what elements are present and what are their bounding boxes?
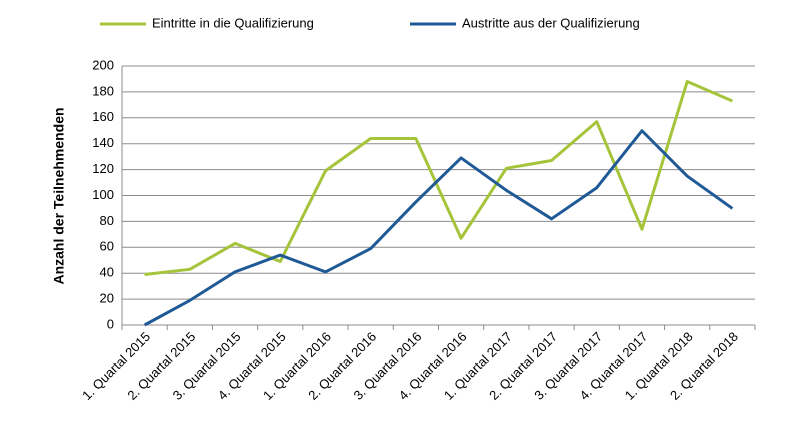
y-tick-label: 120 (92, 161, 114, 176)
y-tick-label: 20 (100, 291, 114, 306)
line-series (144, 80, 733, 276)
line-series (143, 129, 734, 327)
y-tick-label: 180 (92, 83, 114, 98)
y-tick-label: 80 (100, 213, 114, 228)
y-tick-label: 140 (92, 135, 114, 150)
y-tick-label: 200 (92, 57, 114, 72)
y-tick-label: 0 (107, 316, 114, 331)
y-tick-label: 60 (100, 239, 114, 254)
y-tick-label: 160 (92, 109, 114, 124)
y-tick-label: 100 (92, 187, 114, 202)
legend-label: Eintritte in die Qualifizierung (152, 15, 314, 30)
y-axis-title: Anzahl der Teilnehmenden (51, 107, 67, 284)
legend-label: Austritte aus der Qualifizierung (462, 15, 640, 30)
y-tick-label: 40 (100, 265, 114, 280)
